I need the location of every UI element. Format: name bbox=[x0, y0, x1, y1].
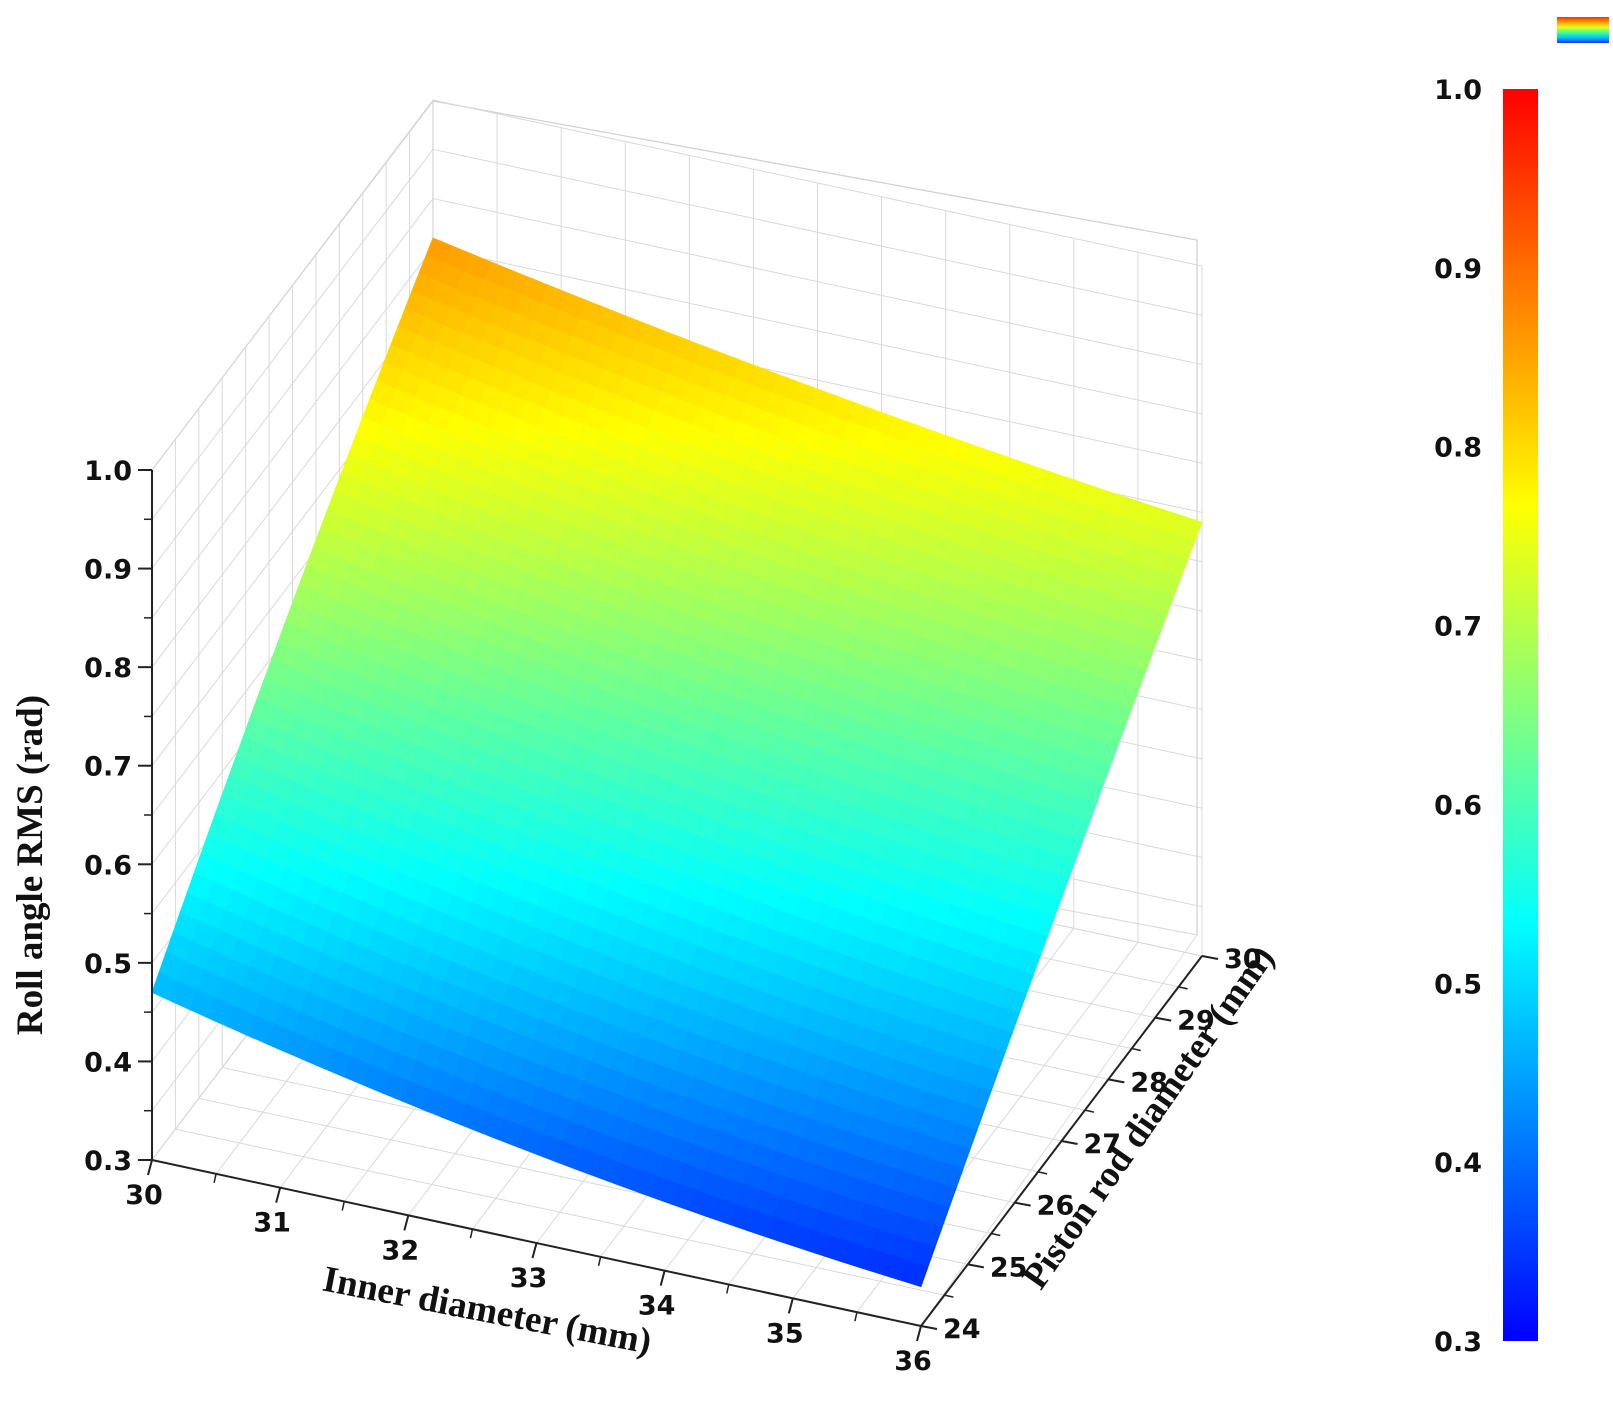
y-tick-mark bbox=[1178, 986, 1188, 990]
z-axis-ticks: 0.3 0.4 0.5 0.6 0.7 0.8 0.9 1.0 bbox=[84, 456, 152, 1177]
x-tick-label: 36 bbox=[894, 1346, 932, 1377]
x-axis-ticks: 30 31 32 33 34 35 36 bbox=[125, 1159, 932, 1377]
y-tick-mark bbox=[1131, 1047, 1141, 1052]
y-tick-mark bbox=[920, 1325, 938, 1330]
x-axis-title: Inner diameter (mm) bbox=[320, 1259, 655, 1363]
x-tick-label: 32 bbox=[382, 1235, 420, 1266]
colorbar-gradient bbox=[1503, 89, 1538, 1341]
z-tick-label: 0.8 bbox=[84, 653, 132, 684]
colorbar-ticks: 0.3 0.4 0.5 0.6 0.7 0.8 0.9 1.0 bbox=[1434, 75, 1482, 1358]
x-tick-mark bbox=[787, 1298, 794, 1314]
x-tick-mark bbox=[916, 1325, 922, 1342]
y-tick-mark bbox=[991, 1232, 1001, 1237]
y-tick-label: 26 bbox=[1037, 1191, 1075, 1222]
colorbar: 0.3 0.4 0.5 0.6 0.7 0.8 0.9 1.0 bbox=[1434, 75, 1538, 1358]
y-axis-ticks: 24 25 26 27 28 29 30 bbox=[920, 944, 1262, 1345]
colorbar-tick-label: 0.5 bbox=[1434, 969, 1482, 1000]
x-tick-mark bbox=[659, 1270, 666, 1286]
z-tick-label: 0.9 bbox=[84, 555, 132, 586]
surface bbox=[151, 237, 1203, 1288]
y-tick-mark bbox=[1061, 1140, 1078, 1145]
y-tick-mark bbox=[1084, 1109, 1095, 1113]
z-tick-label: 0.7 bbox=[84, 752, 132, 783]
x-tick-label: 34 bbox=[638, 1291, 676, 1322]
x-tick-mark bbox=[275, 1187, 282, 1203]
colorbar-tick-label: 1.0 bbox=[1434, 75, 1482, 106]
y-tick-label: 27 bbox=[1084, 1129, 1122, 1160]
x-tick-mark bbox=[726, 1284, 730, 1294]
z-tick-label: 0.3 bbox=[84, 1146, 132, 1177]
y-tick-mark bbox=[1108, 1078, 1125, 1084]
colorbar-tick-label: 0.7 bbox=[1434, 612, 1482, 643]
x-tick-mark bbox=[213, 1173, 217, 1183]
colorbar-tick-label: 0.9 bbox=[1434, 254, 1482, 285]
y-tick-mark bbox=[967, 1263, 985, 1269]
colorbar-tick-label: 0.6 bbox=[1434, 790, 1482, 821]
legend-swatch-icon bbox=[1557, 17, 1609, 43]
y-tick-label: 24 bbox=[943, 1314, 981, 1345]
z-tick-label: 1.0 bbox=[84, 456, 132, 487]
z-tick-label: 0.5 bbox=[84, 949, 132, 980]
y-tick-mark bbox=[1201, 955, 1219, 960]
x-tick-mark bbox=[403, 1215, 410, 1231]
y-tick-mark bbox=[1014, 1201, 1031, 1207]
y-tick-label: 30 bbox=[1224, 944, 1262, 975]
colorbar-tick-label: 0.3 bbox=[1434, 1327, 1482, 1358]
z-axis-title: Roll angle RMS (rad) bbox=[10, 695, 51, 1035]
y-tick-label: 28 bbox=[1130, 1067, 1168, 1098]
z-tick-label: 0.4 bbox=[84, 1047, 132, 1078]
x-tick-label: 33 bbox=[510, 1263, 548, 1294]
x-tick-mark bbox=[147, 1159, 153, 1176]
colorbar-tick-label: 0.8 bbox=[1434, 433, 1482, 464]
x-tick-mark bbox=[854, 1312, 858, 1322]
x-tick-label: 31 bbox=[253, 1208, 291, 1239]
colorbar-tick-label: 0.4 bbox=[1434, 1148, 1482, 1179]
y-tick-label: 29 bbox=[1177, 1006, 1215, 1037]
x-tick-mark bbox=[597, 1256, 602, 1266]
z-tick-label: 0.6 bbox=[84, 850, 132, 881]
y-tick-mark bbox=[944, 1294, 954, 1298]
y-tick-label: 25 bbox=[990, 1252, 1028, 1283]
y-tick-mark bbox=[1154, 1016, 1172, 1022]
x-tick-mark bbox=[341, 1201, 345, 1211]
x-tick-mark bbox=[531, 1242, 538, 1259]
y-tick-mark bbox=[1037, 1171, 1048, 1175]
surface-patch bbox=[901, 1260, 929, 1288]
x-tick-label: 30 bbox=[125, 1180, 163, 1211]
x-tick-mark bbox=[469, 1229, 474, 1239]
x-tick-label: 35 bbox=[766, 1318, 804, 1349]
grid-line-y bbox=[174, 439, 945, 1296]
